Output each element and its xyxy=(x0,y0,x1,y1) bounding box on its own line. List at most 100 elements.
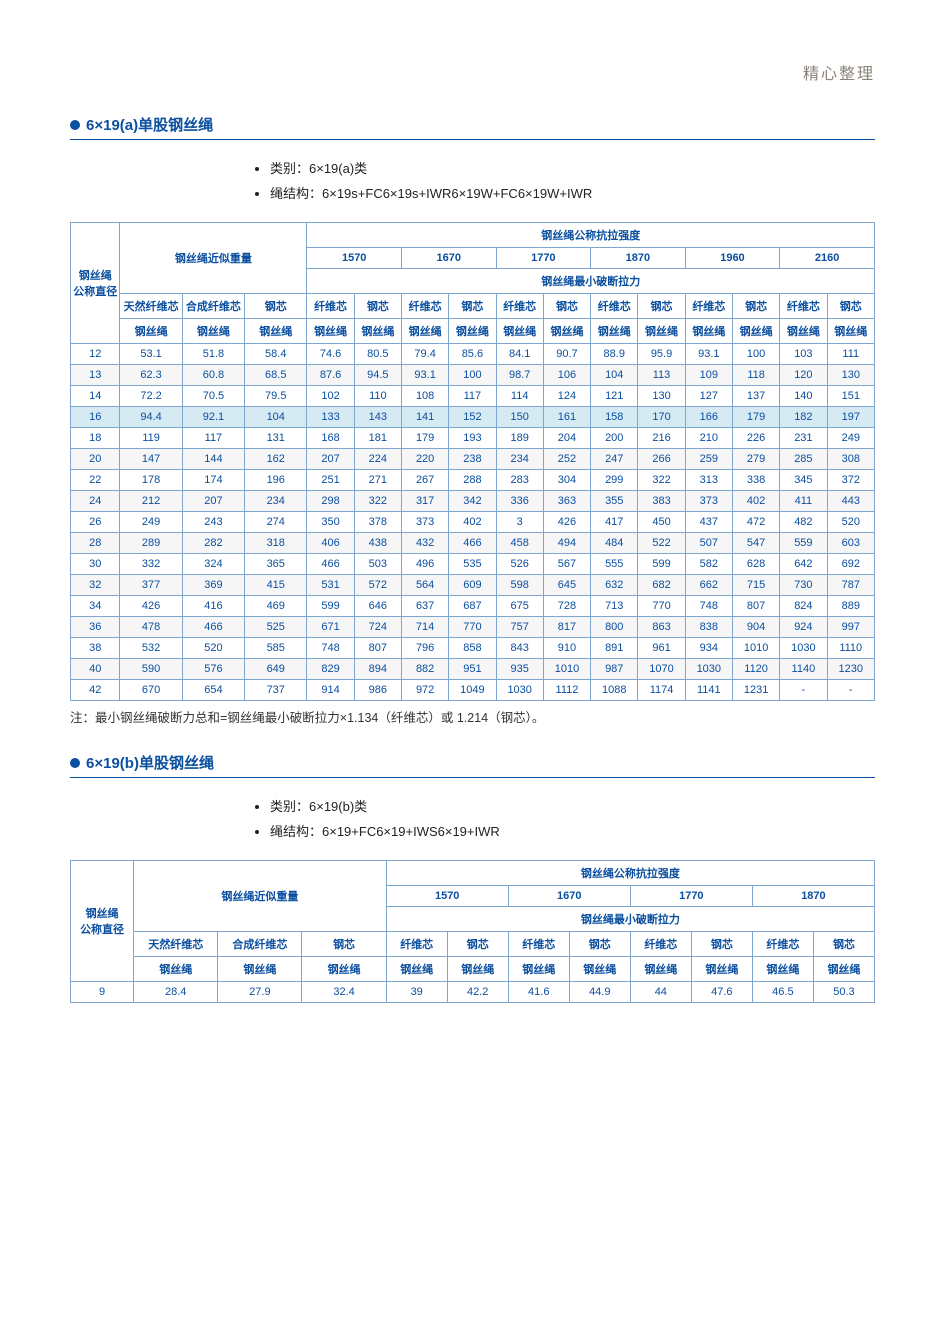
value-cell: 355 xyxy=(591,491,638,512)
diameter-cell: 22 xyxy=(71,470,120,491)
value-cell: 649 xyxy=(245,659,307,680)
diameter-cell: 42 xyxy=(71,680,120,701)
value-cell: 914 xyxy=(307,680,354,701)
value-cell: 1070 xyxy=(638,659,685,680)
value-cell: 910 xyxy=(543,638,590,659)
diameter-cell: 30 xyxy=(71,554,120,575)
diameter-cell: 32 xyxy=(71,575,120,596)
value-cell: 443 xyxy=(827,491,874,512)
value-cell: 285 xyxy=(780,449,827,470)
value-cell: 113 xyxy=(638,365,685,386)
value-cell: 482 xyxy=(780,512,827,533)
strength-header: 1570 xyxy=(386,886,508,907)
value-cell: 243 xyxy=(182,512,244,533)
value-subheader: 钢芯 xyxy=(543,294,590,319)
value-cell: 438 xyxy=(354,533,401,554)
value-cell: 582 xyxy=(685,554,732,575)
value-cell: 526 xyxy=(496,554,543,575)
diameter-cell: 9 xyxy=(71,982,134,1003)
value-cell: 93.1 xyxy=(685,344,732,365)
table-b: 钢丝绳公称直径钢丝绳近似重量钢丝绳公称抗拉强度1570167017701870钢… xyxy=(70,860,875,1003)
value-subheader: 钢芯 xyxy=(449,294,496,319)
value-cell: 95.9 xyxy=(638,344,685,365)
value-subheader-2: 钢丝绳 xyxy=(732,319,779,344)
value-cell: 564 xyxy=(401,575,448,596)
value-cell: 94.4 xyxy=(120,407,182,428)
value-cell: 271 xyxy=(354,470,401,491)
value-subheader-2: 钢丝绳 xyxy=(752,957,813,982)
section-a-note: 注：最小钢丝绳破断力总和=钢丝绳最小破断拉力×1.134（纤维芯）或 1.214… xyxy=(70,707,875,726)
value-cell: 92.1 xyxy=(182,407,244,428)
section-a-title: 6×19(a)单股钢丝绳 xyxy=(70,114,875,135)
value-subheader: 纤维芯 xyxy=(401,294,448,319)
value-cell: 130 xyxy=(827,365,874,386)
value-cell: 226 xyxy=(732,428,779,449)
diameter-cell: 13 xyxy=(71,365,120,386)
value-cell: 104 xyxy=(245,407,307,428)
strength-header: 1770 xyxy=(496,248,591,269)
value-cell: 210 xyxy=(685,428,732,449)
value-cell: 220 xyxy=(401,449,448,470)
value-cell: 1030 xyxy=(685,659,732,680)
value-cell: 496 xyxy=(401,554,448,575)
value-cell: 60.8 xyxy=(182,365,244,386)
value-cell: 1141 xyxy=(685,680,732,701)
value-cell: 234 xyxy=(496,449,543,470)
value-subheader-2: 钢丝绳 xyxy=(508,957,569,982)
value-subheader: 钢芯 xyxy=(447,932,508,957)
diameter-cell: 34 xyxy=(71,596,120,617)
weight-subheader-2: 钢丝绳 xyxy=(134,957,218,982)
weight-subheader-2: 钢丝绳 xyxy=(182,319,244,344)
value-cell: 715 xyxy=(732,575,779,596)
value-cell: 365 xyxy=(245,554,307,575)
value-cell: 1230 xyxy=(827,659,874,680)
value-cell: 572 xyxy=(354,575,401,596)
value-cell: 161 xyxy=(543,407,590,428)
value-cell: 555 xyxy=(591,554,638,575)
value-cell: 585 xyxy=(245,638,307,659)
bullet-icon xyxy=(70,120,80,130)
value-cell: 174 xyxy=(182,470,244,491)
value-cell: 150 xyxy=(496,407,543,428)
weight-subheader: 钢芯 xyxy=(245,294,307,319)
value-cell: 484 xyxy=(591,533,638,554)
value-cell: 104 xyxy=(591,365,638,386)
value-cell: 637 xyxy=(401,596,448,617)
value-cell: 133 xyxy=(307,407,354,428)
value-subheader-2: 钢丝绳 xyxy=(354,319,401,344)
value-subheader: 钢芯 xyxy=(638,294,685,319)
value-subheader: 钢芯 xyxy=(732,294,779,319)
value-cell: 986 xyxy=(354,680,401,701)
value-subheader: 钢芯 xyxy=(827,294,874,319)
strength-header: 1570 xyxy=(307,248,402,269)
diameter-cell: 28 xyxy=(71,533,120,554)
value-cell: 68.5 xyxy=(245,365,307,386)
weight-subheader-2: 钢丝绳 xyxy=(120,319,182,344)
value-cell: 224 xyxy=(354,449,401,470)
value-cell: 179 xyxy=(732,407,779,428)
value-cell: 829 xyxy=(307,659,354,680)
value-cell: 378 xyxy=(354,512,401,533)
value-cell: 350 xyxy=(307,512,354,533)
value-cell: 687 xyxy=(449,596,496,617)
value-cell: 100 xyxy=(449,365,496,386)
value-cell: 671 xyxy=(307,617,354,638)
value-subheader-2: 钢丝绳 xyxy=(543,319,590,344)
value-cell: 166 xyxy=(685,407,732,428)
section-a-title-text: 6×19(a)单股钢丝绳 xyxy=(86,114,213,135)
value-cell: 728 xyxy=(543,596,590,617)
value-cell: 1140 xyxy=(780,659,827,680)
value-cell: 44.9 xyxy=(569,982,630,1003)
value-cell: 207 xyxy=(307,449,354,470)
value-cell: 100 xyxy=(732,344,779,365)
value-cell: 1231 xyxy=(732,680,779,701)
value-subheader-2: 钢丝绳 xyxy=(691,957,752,982)
value-subheader-2: 钢丝绳 xyxy=(447,957,508,982)
value-cell: 961 xyxy=(638,638,685,659)
value-cell: 79.5 xyxy=(245,386,307,407)
section-b-title-text: 6×19(b)单股钢丝绳 xyxy=(86,752,214,773)
value-cell: 1110 xyxy=(827,638,874,659)
value-cell: 216 xyxy=(638,428,685,449)
value-cell: 249 xyxy=(827,428,874,449)
value-cell: 891 xyxy=(591,638,638,659)
